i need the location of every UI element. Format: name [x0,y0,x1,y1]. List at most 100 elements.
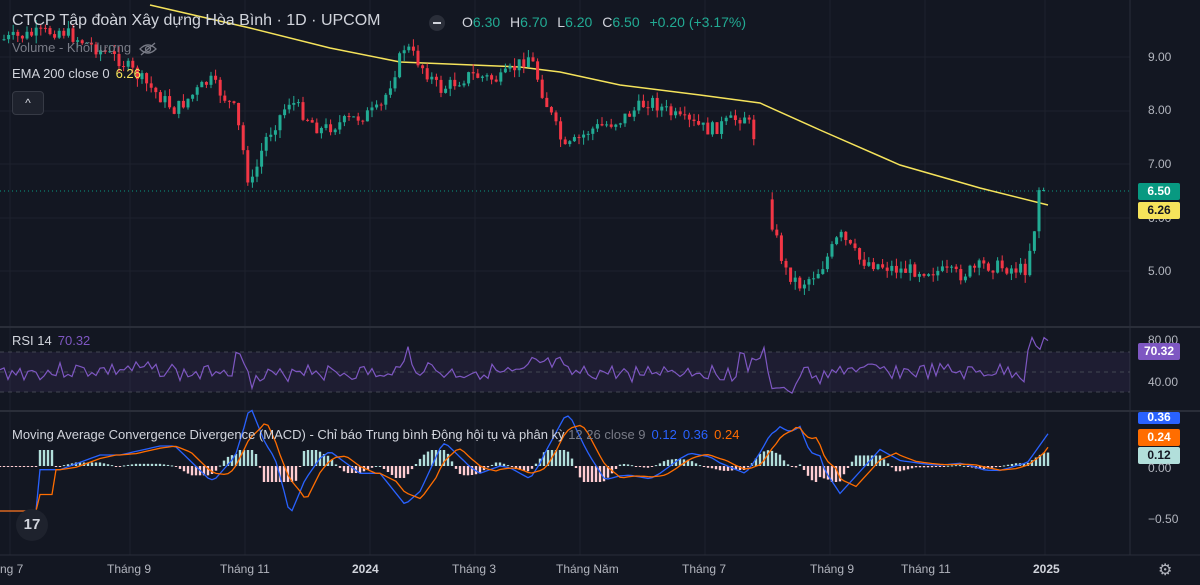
candle-body [490,75,494,80]
macd-histogram-bar [570,458,574,466]
macd-histogram-bar [866,455,870,466]
candle-body [531,57,535,62]
tradingview-logo[interactable]: 17 [16,509,48,541]
macd-histogram-bar [722,466,726,471]
ohlc-readout: O6.30 H6.70 L6.20 C6.50 +0.20 (+3.17%) [462,14,752,30]
candle-body [876,264,880,270]
candle-body [140,73,144,80]
macd-histogram-bar [726,466,730,471]
rsi-label: RSI 14 [12,333,52,348]
macd-histogram-bar [658,463,662,466]
candle-body [885,267,889,271]
macd-histogram-bar [1042,452,1046,466]
macd-histogram-bar [30,466,34,467]
candle-body [462,83,466,86]
macd-histogram-bar [562,450,566,466]
macd-histogram-bar [882,459,886,466]
candle-body [600,124,604,126]
candle-body [430,76,434,80]
macd-histogram-bar [690,461,694,466]
candle-body [214,75,218,80]
rsi-line [0,335,1049,394]
candle-body [168,96,172,108]
candle-body [324,124,328,128]
candle-body [503,68,507,73]
candle-body [881,264,885,268]
candle-body [352,116,356,118]
macd-histogram-bar [282,466,286,482]
eye-off-icon[interactable] [138,42,157,56]
macd-histogram-bar [606,466,610,478]
macd-histogram-bar [262,466,266,482]
macd-histogram-bar [374,466,378,467]
candle-body [218,79,222,96]
candle-body [858,248,862,260]
rsi-legend[interactable]: RSI 14 70.32 [12,333,90,348]
macd-histogram-bar [990,466,994,468]
macd-histogram-bar [498,462,502,466]
macd-histogram-bar [978,466,982,469]
candle-body [342,116,346,123]
macd-histogram-bar [402,466,406,478]
more-options-icon[interactable] [429,15,445,31]
ema-legend[interactable]: EMA 200 close 0 6.26 [12,66,141,81]
candle-body [204,81,208,85]
macd-histogram-bar [222,460,226,466]
candle-body [99,50,103,55]
candle-body [692,119,696,122]
macd-histogram-bar [938,466,942,467]
close-value: 6.50 [612,14,640,30]
candle-body [370,107,374,111]
macd-histogram-bar [50,450,54,466]
ema-path [149,4,1049,206]
candle-body [246,150,250,183]
macd-histogram-bar [786,464,790,466]
macd-histogram-bar [114,466,118,467]
macd-histogram-bar [582,466,586,482]
candle-body [62,30,66,36]
candle-body [802,284,806,289]
macd-histogram-bar [38,450,42,466]
macd-histogram-bar [742,466,746,471]
candle-body [549,107,553,113]
candle-body [2,39,6,41]
macd-histogram-bar [258,466,262,468]
macd-histogram-bar [590,466,594,482]
candle-body [775,229,779,236]
macd-histogram-bar [102,463,106,466]
candle-body [678,111,682,115]
candle-body [540,79,544,98]
candle-body [112,51,116,54]
macd-histogram-bar [206,466,210,476]
macd-histogram-bar [734,466,738,471]
macd-histogram-bar [954,465,958,467]
macd-histogram-bar [410,466,414,470]
macd-histogram-bar [1046,452,1050,466]
gear-icon[interactable]: ⚙ [1158,562,1173,579]
candle-body [177,100,181,114]
macd-histogram-bar [906,466,910,470]
macd-histogram-bar [914,466,918,468]
macd-histogram-bar [674,458,678,466]
macd-legend[interactable]: Moving Average Convergence Divergence (M… [12,427,739,442]
candle-body [172,107,176,114]
volume-legend[interactable]: Volume - Khối lượng [12,40,157,56]
macd-histogram-bar [806,466,810,476]
macd-histogram-bar [438,450,442,466]
symbol-title[interactable]: CTCP Tập đoàn Xây dựng Hòa Bình · 1D · U… [12,12,381,29]
collapse-legend-button[interactable]: ^ [12,91,44,115]
macd-histogram-bar [214,466,218,471]
candle-body [43,27,47,29]
macd-histogram-bar [478,466,482,474]
macd-histogram-bar [358,466,362,474]
macd-histogram-bar [366,466,370,470]
macd-histogram-bar [810,466,814,481]
macd-histogram-bar [66,464,70,466]
candle-body [163,96,167,103]
macd-histogram-bar [662,461,666,466]
price-tick: 9.00 [1148,50,1172,64]
candle-body [996,260,1000,273]
macd-histogram-bar [942,466,946,467]
candle-body [237,102,241,126]
